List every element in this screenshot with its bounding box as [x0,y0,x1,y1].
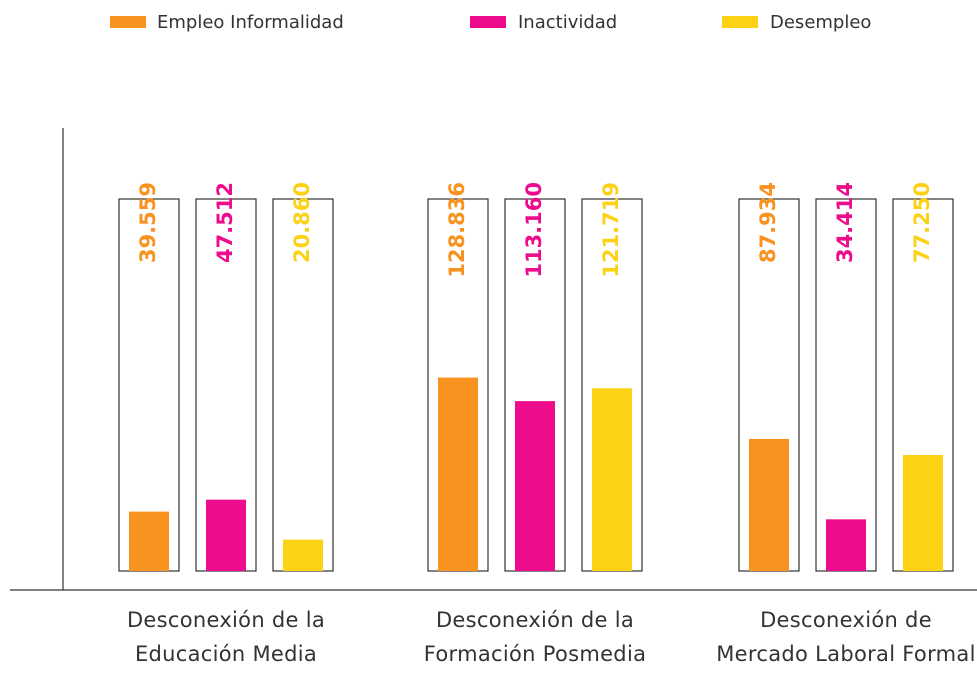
bar [129,511,169,571]
data-label: 34.414 [833,182,857,263]
legend-label: Inactividad [518,12,617,33]
data-label: 77.250 [910,182,934,263]
x-tick-label: Desconexión de Mercado Laboral Formal [716,608,976,666]
bar [826,519,866,571]
legend-swatch [722,16,758,28]
bar [749,438,789,571]
x-tick-label: Desconexión de la Educación Media [126,608,326,666]
bar [903,455,943,571]
data-label: 39.559 [136,182,160,263]
data-label: 113.160 [522,182,546,278]
legend-label: Desempleo [770,12,871,33]
legend-swatch [110,16,146,28]
legend-swatch [470,16,506,28]
bar [206,499,246,571]
data-label: 128.836 [445,182,469,278]
bar [515,401,555,571]
data-label: 47.512 [213,182,237,263]
bar [592,388,632,571]
bar [438,377,478,571]
data-label: 20.860 [290,182,314,263]
legend-label: Empleo Informalidad [157,12,344,33]
x-tick-label: Desconexión de la Formación Posmedia [423,608,647,666]
data-label: 87.934 [756,182,780,263]
data-label: 121.719 [599,182,623,278]
bar [283,539,323,571]
